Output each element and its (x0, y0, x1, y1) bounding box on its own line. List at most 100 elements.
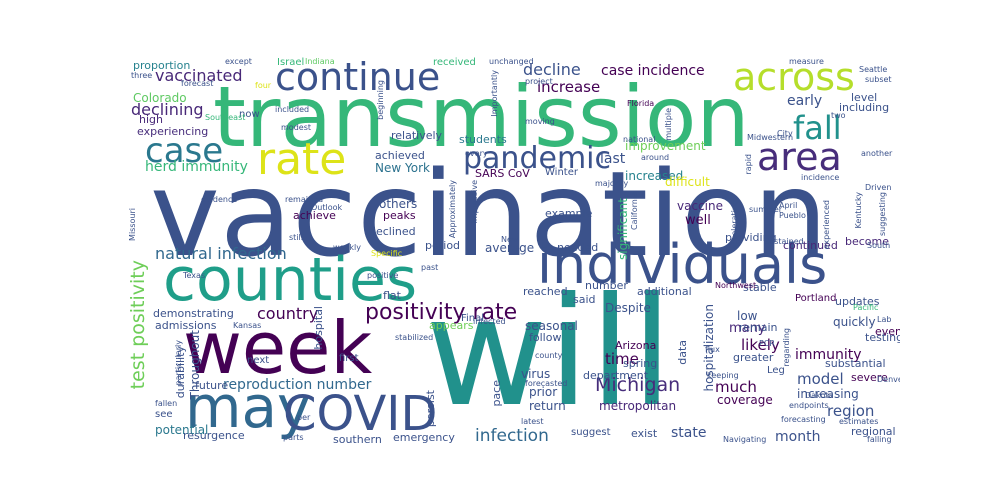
word-including: including (839, 101, 890, 114)
word-new-york: New York (375, 161, 430, 175)
word-indiana: Indiana (305, 57, 335, 66)
word-likely: likely (741, 336, 780, 354)
word-accelerating: accelerating (730, 200, 739, 250)
word-modest: modest (281, 123, 311, 132)
word-national: national (623, 135, 656, 144)
word-colorado: Colorado (133, 91, 187, 105)
word-vaccination: vaccination (150, 145, 828, 283)
word-per: per (297, 413, 311, 422)
word-seasonal: seasonal (525, 319, 578, 333)
word-still: still (289, 233, 303, 242)
word-forecasting: forecasting (781, 415, 826, 424)
word-lab: Lab (877, 315, 892, 324)
word-approximately: Approximately (448, 180, 457, 239)
word-winter: Winter (545, 167, 578, 178)
word-declining: declining (131, 100, 204, 119)
word-needed: needed (557, 241, 599, 254)
word-quickly: quickly (833, 315, 876, 329)
word-around: around (641, 153, 670, 162)
word-substantial: substantial (825, 357, 886, 370)
word-positive: positive (367, 271, 399, 280)
word-appears: appears (429, 319, 474, 332)
word-southeast: Southeast (205, 113, 246, 122)
word-greater: greater (733, 351, 774, 364)
word-data: data (676, 340, 689, 365)
word-improvement: improvement (625, 139, 706, 153)
word-declined: declined (369, 225, 416, 238)
word-southern: southern (333, 433, 382, 446)
word-may: may (185, 373, 312, 441)
word-missouri: Missouri (128, 208, 137, 241)
word-virus: virus (521, 367, 551, 381)
word-specific: Specific (371, 249, 403, 258)
word-decline: decline (523, 60, 581, 79)
word-coverage: coverage (717, 393, 773, 407)
word-every: every (465, 149, 488, 158)
word-state: state (671, 425, 707, 441)
word-city: City (777, 129, 793, 138)
word-rapid: rapid (744, 154, 753, 175)
word-counties: counties (163, 245, 418, 315)
word-latest: latest (521, 417, 544, 426)
word-updates: updates (835, 295, 880, 308)
word-country: country (257, 304, 319, 323)
word-period: period (425, 239, 461, 252)
word-particularly: particularly (174, 340, 183, 386)
word-herd-immunity: herd immunity (145, 159, 248, 175)
word-portland: Portland (795, 293, 837, 304)
word-continue: continue (275, 55, 441, 99)
word-majority: majority (595, 179, 629, 188)
word-weekly: weekly (333, 243, 361, 252)
word-leg: Leg (767, 365, 785, 376)
word-regarding: regarding (782, 328, 791, 367)
word-case-incidence: case incidence (601, 63, 705, 79)
word-level: level (851, 91, 878, 104)
word-kentucky: Kentucky (854, 192, 863, 229)
word-prior: prior (529, 385, 558, 399)
word-metropolitan: metropolitan (599, 399, 677, 413)
word-south: South (867, 241, 891, 250)
word-providing: providing (725, 231, 777, 244)
word-florida: Florida (627, 99, 655, 108)
word-new: New (501, 235, 519, 244)
word-final: Final (461, 313, 485, 324)
word-except: except (225, 57, 252, 66)
word-impressive: impressive (470, 180, 479, 224)
word-fall: fall (793, 109, 842, 147)
word-well: well (685, 213, 711, 228)
word-become: become (845, 235, 890, 248)
word-region: region (827, 402, 875, 420)
word-see: see (155, 409, 173, 420)
word-arizona: Arizona (615, 339, 657, 352)
word-summer: summer (749, 205, 783, 214)
word-infected: infected (473, 317, 506, 326)
word-vaccine: vaccine (677, 199, 723, 213)
word-last: last (600, 151, 626, 167)
word-department: department (583, 369, 649, 382)
word-outlook: Outlook (311, 203, 343, 212)
word-experienced: experienced (822, 200, 831, 250)
word-two: two (831, 111, 846, 120)
word-month: month (775, 429, 821, 445)
word-individuals: individuals (537, 233, 828, 296)
word-case: case (145, 131, 224, 171)
word-denver: Denver (877, 375, 900, 384)
word-low: low (737, 309, 758, 323)
word-transmission: transmission (213, 68, 750, 166)
word-keeping: keeping (707, 371, 739, 380)
word-israel: Israel (277, 57, 305, 68)
word-evidence: evidence (201, 195, 238, 204)
word-peaks: peaks (383, 209, 416, 222)
word-past: past (421, 263, 439, 272)
word-cloud: vaccination will transmission counties w… (125, 50, 900, 450)
word-covid: COVID (283, 386, 438, 442)
word-estimates: estimates (839, 417, 879, 426)
word-northwest: Northwest (715, 281, 757, 290)
word-area: area (757, 135, 842, 179)
word-example: example (545, 207, 593, 220)
word-beginning: beginning (376, 80, 385, 120)
word-now: now (239, 109, 260, 120)
word-california: California (630, 192, 639, 230)
word-reproduction-number: reproduction number (223, 377, 372, 393)
